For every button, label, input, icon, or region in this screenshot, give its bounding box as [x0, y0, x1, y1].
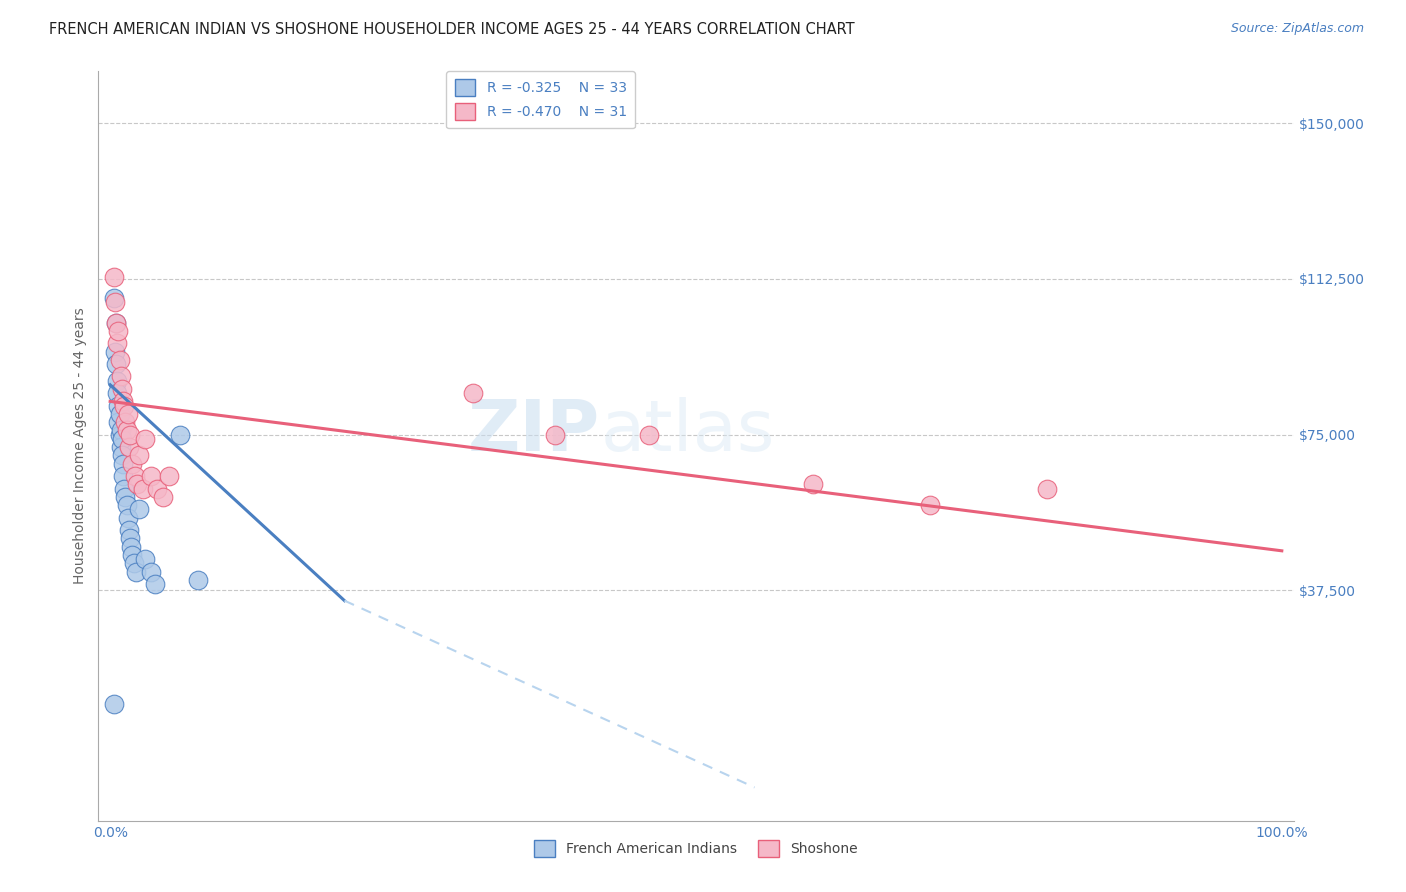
Y-axis label: Householder Income Ages 25 - 44 years: Householder Income Ages 25 - 44 years [73, 308, 87, 584]
Point [128, 448, 150, 462]
Text: ZIP: ZIP [468, 397, 600, 466]
Point [105, 316, 128, 330]
Text: FRENCH AMERICAN INDIAN VS SHOSHONE HOUSEHOLDER INCOME AGES 25 - 44 YEARS CORRELA: FRENCH AMERICAN INDIAN VS SHOSHONE HOUSE… [49, 22, 855, 37]
Point [110, 424, 132, 438]
Point [127, 477, 149, 491]
Point [134, 552, 156, 566]
Point [122, 556, 145, 570]
Point [103, 269, 125, 284]
Point [103, 698, 125, 712]
Point [152, 490, 174, 504]
Text: Source: ZipAtlas.com: Source: ZipAtlas.com [1230, 22, 1364, 36]
Point [110, 369, 132, 384]
Point [107, 399, 129, 413]
Point [121, 457, 143, 471]
Point [107, 415, 129, 429]
Point [112, 394, 135, 409]
Point [103, 291, 125, 305]
Point [108, 352, 131, 367]
Point [115, 424, 138, 438]
Point [105, 336, 128, 351]
Point [124, 469, 146, 483]
Point [1036, 482, 1059, 496]
Point [157, 469, 180, 483]
Point [141, 469, 163, 483]
Point [120, 427, 141, 442]
Text: atlas: atlas [600, 397, 775, 466]
Point [801, 477, 824, 491]
Point [120, 532, 141, 546]
Point [105, 357, 128, 371]
Point [117, 407, 139, 421]
Point [463, 386, 485, 401]
Point [114, 490, 136, 504]
Point [104, 344, 127, 359]
Point [112, 482, 135, 496]
Point [112, 469, 135, 483]
Point [132, 482, 155, 496]
Point [108, 407, 131, 421]
Point [187, 573, 209, 587]
Point [112, 457, 135, 471]
Point [111, 448, 134, 462]
Point [111, 382, 134, 396]
Point [118, 440, 141, 454]
Point [141, 565, 163, 579]
Point [121, 548, 143, 562]
Point [110, 440, 132, 454]
Point [169, 427, 191, 442]
Point [104, 294, 127, 309]
Point [111, 432, 134, 446]
Point [112, 399, 135, 413]
Point [114, 415, 136, 429]
Point [120, 540, 142, 554]
Point [118, 523, 141, 537]
Point [108, 427, 131, 442]
Point [143, 577, 166, 591]
Point [117, 510, 139, 524]
Point [134, 432, 156, 446]
Point [146, 482, 169, 496]
Point [105, 386, 128, 401]
Point [544, 427, 567, 442]
Point [920, 498, 942, 512]
Point [107, 324, 129, 338]
Point [105, 316, 128, 330]
Point [125, 565, 148, 579]
Legend: French American Indians, Shoshone: French American Indians, Shoshone [529, 834, 863, 863]
Point [115, 498, 138, 512]
Point [128, 502, 150, 516]
Point [638, 427, 661, 442]
Point [105, 374, 128, 388]
